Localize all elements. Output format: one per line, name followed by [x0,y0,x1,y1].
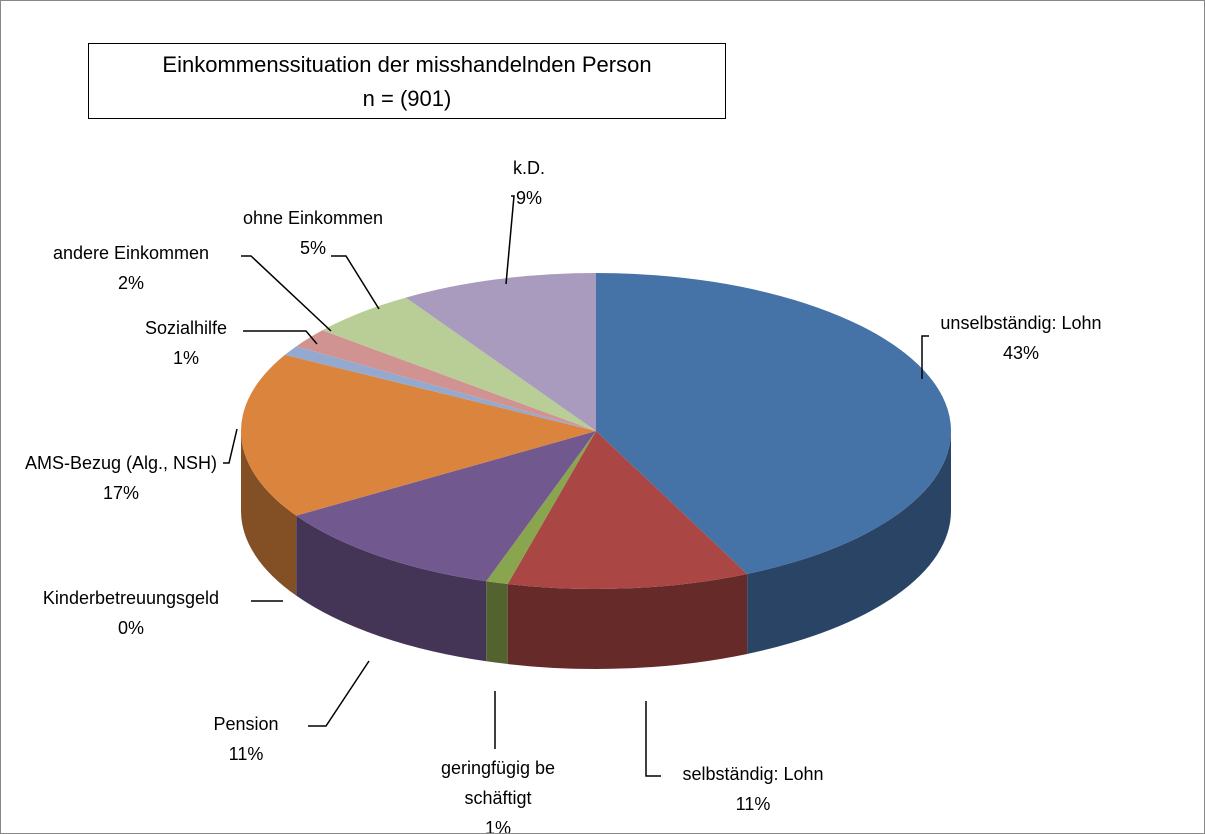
data-label: unselbständig: Lohn 43% [911,308,1131,368]
value-label: 1% [484,818,511,834]
category-label: k.D. [512,158,545,178]
data-label: AMS-Bezug (Alg., NSH) 17% [21,448,221,508]
value-label: 43% [1002,343,1040,363]
category-label: Pension [213,714,279,734]
chart-subtitle: n = (901) [362,86,452,111]
leader-line [921,335,929,379]
value-label: 11% [228,744,264,764]
leader-line [243,330,318,345]
value-label: 5% [299,238,326,258]
value-label: 2% [117,273,144,293]
value-label: 1% [172,348,199,368]
slice-side [507,573,748,669]
chart-title: Einkommenssituation der misshandelnden P… [162,52,652,77]
value-label: 9% [515,188,542,208]
category-label: andere Einkommen [52,243,210,263]
data-label: k.D. 9% [479,153,579,213]
slice-side [296,515,487,662]
data-label: selbständig: Lohn 11% [643,759,863,819]
data-label: ohne Einkommen 5% [203,203,423,263]
value-label: 11% [735,794,771,814]
slice-side [747,431,951,654]
slice [486,431,596,585]
category-label: geringfügig beschäftigt [440,758,556,808]
data-label: Sozialhilfe 1% [106,313,266,373]
category-label: Sozialhilfe [144,318,228,338]
slice-side [486,581,508,665]
slice [296,431,596,582]
value-label: 0% [117,618,144,638]
slice [240,354,596,516]
category-label: unselbständig: Lohn [940,313,1102,333]
slice [596,273,952,574]
data-label: Kinderbetreuungsgeld 0% [14,583,248,643]
slice [296,330,596,431]
data-label: andere Einkommen 2% [11,238,251,298]
category-label: Kinderbetreuungsgeld [42,588,220,608]
leader-line [223,428,238,464]
leader-line [505,195,515,285]
slice [405,273,596,431]
data-label: Pension 11% [186,709,306,769]
leader-line [241,255,332,332]
title-box: Einkommenssituation der misshandelnden P… [88,43,726,119]
leader-line [308,660,370,727]
leader-line [331,255,380,310]
category-label: ohne Einkommen [242,208,384,228]
category-label: AMS-Bezug (Alg., NSH) [24,453,218,473]
value-label: 17% [102,483,140,503]
slice-side [241,431,297,596]
category-label: selbständig: Lohn [682,764,824,784]
slice [507,431,748,589]
leader-line [645,701,661,777]
slice [322,297,596,431]
data-label: geringfügig beschäftigt 1% [438,753,558,834]
slice [284,346,596,431]
